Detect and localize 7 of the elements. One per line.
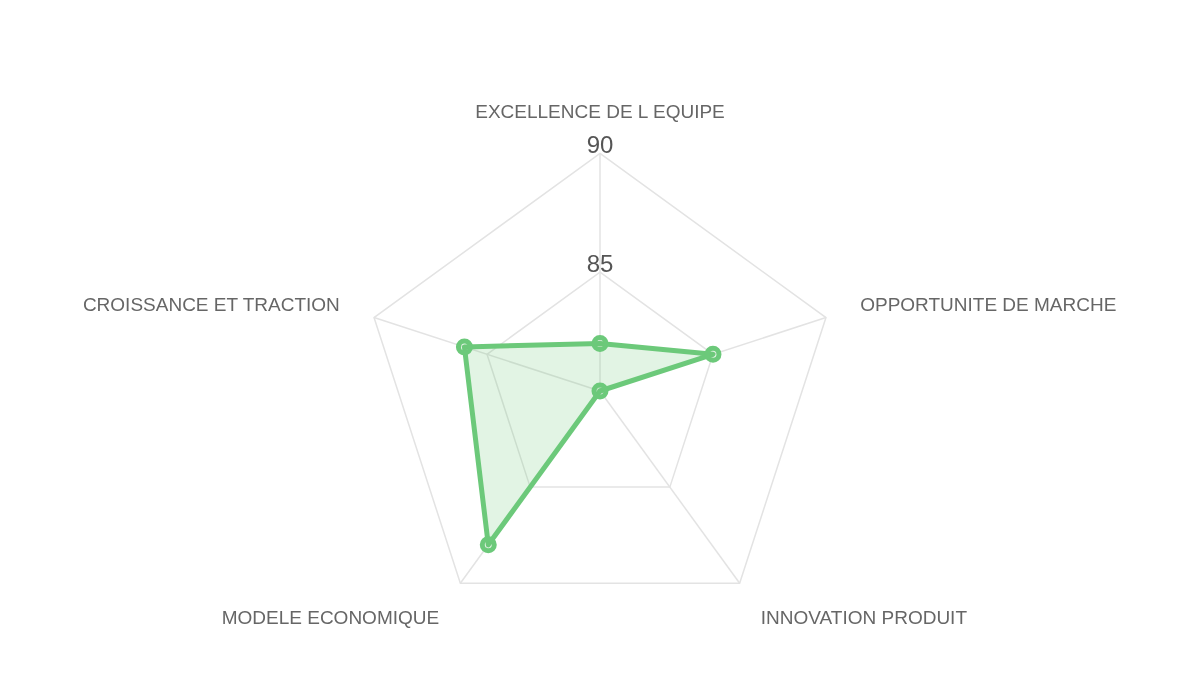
spoke-label: MODELE ECONOMIQUE <box>221 606 440 628</box>
spoke-label: INNOVATION PRODUIT <box>760 606 968 628</box>
y-tick-label: 85 <box>586 250 614 278</box>
spoke-label: CROISSANCE ET TRACTION <box>82 294 340 316</box>
spoke-label: OPPORTUNITE DE MARCHE <box>860 294 1117 316</box>
y-tick-label: 90 <box>586 131 614 159</box>
spoke-label: EXCELLENCE DE L EQUIPE <box>475 100 725 122</box>
